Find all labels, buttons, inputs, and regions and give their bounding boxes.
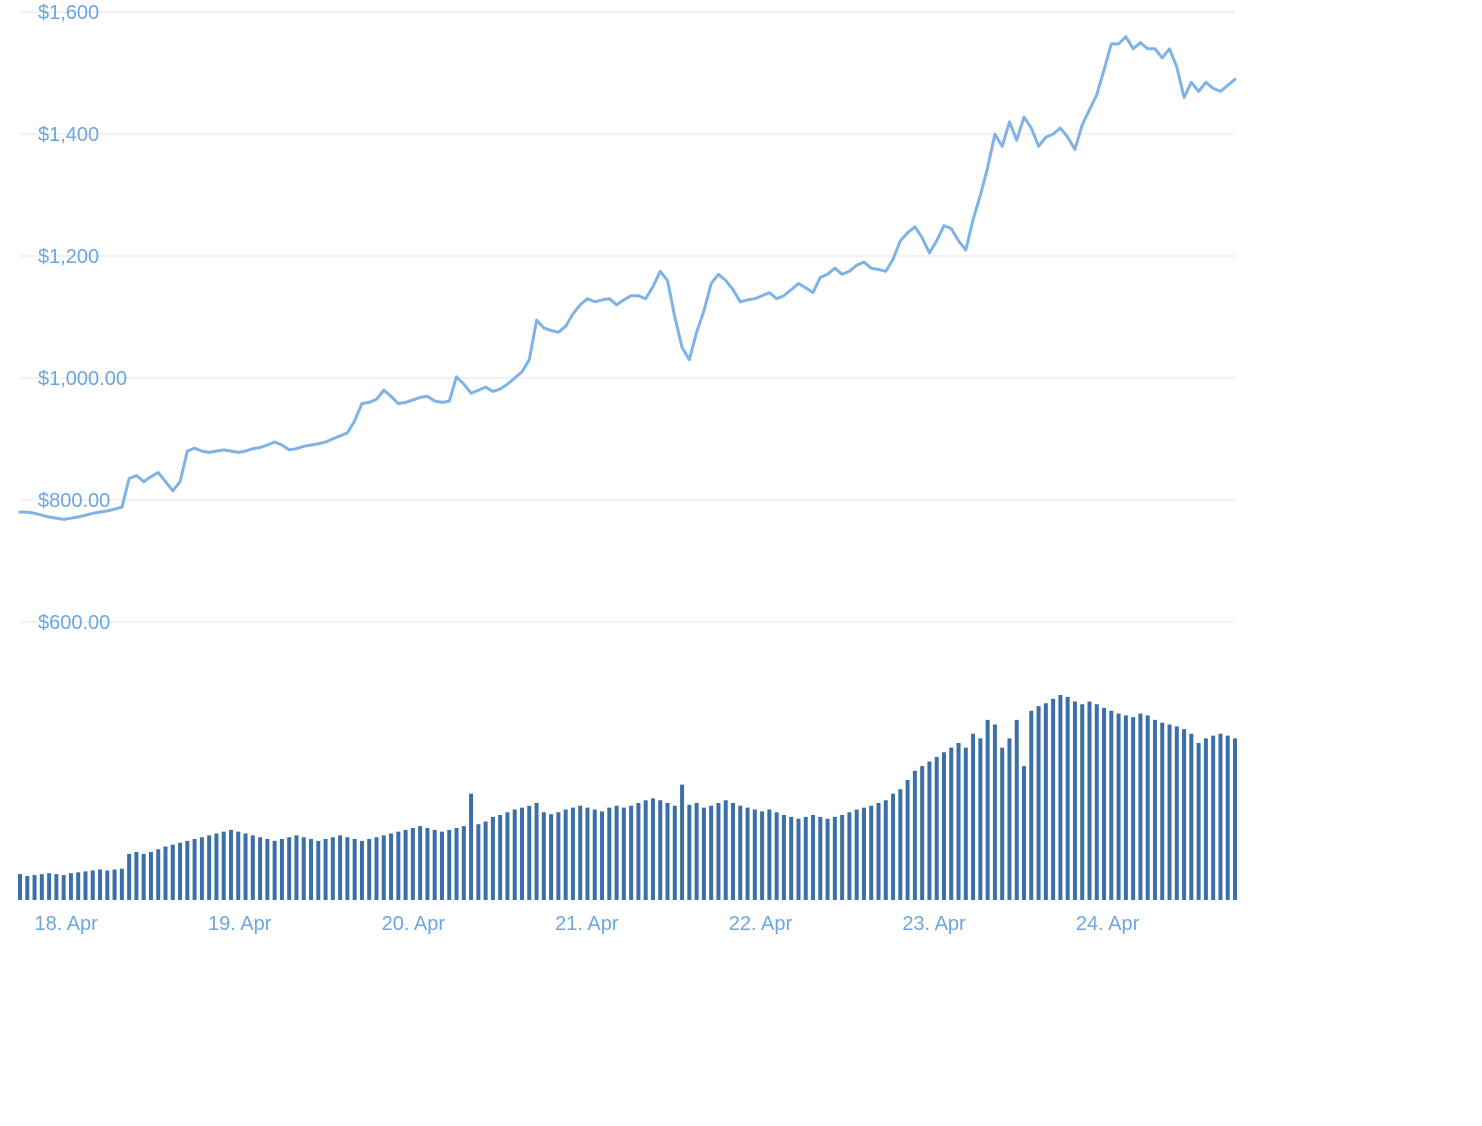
x-axis-label: 20. Apr <box>382 913 446 935</box>
y-axis-label: $1,400 <box>38 124 99 146</box>
price-line <box>20 37 1235 520</box>
y-axis-label: $1,600 <box>38 2 99 24</box>
x-axis-label: 22. Apr <box>729 913 793 935</box>
x-axis-label: 18. Apr <box>34 913 98 935</box>
x-axis-label: 19. Apr <box>208 913 272 935</box>
y-axis-label: $1,000.00 <box>38 368 127 390</box>
x-axis-label: 23. Apr <box>902 913 966 935</box>
price-volume-chart: $1,600 $1,400 $1,200 $1,000.00 $800.00 $600.0… <box>0 0 1482 1126</box>
x-axis-label: 24. Apr <box>1076 913 1140 935</box>
y-axis-label: $600.00 <box>38 612 110 634</box>
y-axis-label: $800.00 <box>38 490 110 512</box>
y-axis-label: $1,200 <box>38 246 99 268</box>
x-axis-label: 21. Apr <box>555 913 619 935</box>
